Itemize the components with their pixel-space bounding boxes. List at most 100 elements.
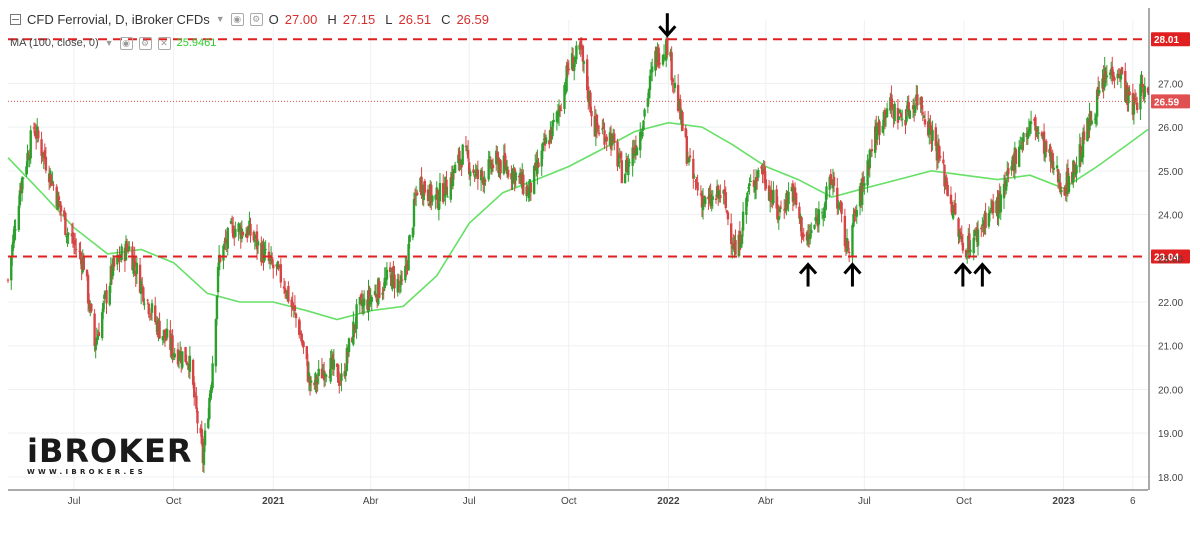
candle-body: [810, 229, 813, 234]
candle-body: [707, 196, 710, 200]
candle-body: [277, 266, 280, 268]
candle-body: [1113, 77, 1116, 81]
candle-body: [761, 169, 764, 175]
candle-body: [548, 140, 551, 145]
candle-body: [957, 218, 960, 237]
y-tick-label: 24.00: [1158, 211, 1183, 222]
candle-body: [56, 192, 60, 210]
price-badge-label: 26.59: [1154, 97, 1179, 108]
candle-body: [555, 111, 559, 123]
candle-body: [574, 57, 577, 63]
candle-body: [710, 198, 713, 207]
candle-body: [1139, 83, 1142, 110]
candle-body: [863, 183, 866, 187]
candle-body: [1058, 179, 1061, 183]
candle-body: [196, 410, 199, 424]
candle-body: [264, 248, 267, 250]
candle-body: [907, 102, 910, 117]
candle-body: [914, 105, 917, 113]
candle-body: [344, 370, 347, 376]
candle-body: [442, 183, 445, 203]
candle-body: [991, 201, 995, 213]
candle-body: [779, 207, 783, 209]
candle-body: [305, 346, 309, 360]
candle-body: [188, 355, 192, 372]
horizontal-lines: 28.01 23.04 26.59: [8, 32, 1190, 264]
candle-body: [582, 61, 586, 64]
candle-body: [999, 194, 1002, 213]
candle-body: [272, 264, 275, 269]
candle-body: [368, 289, 371, 302]
candle-body: [961, 242, 965, 251]
candle-body: [899, 113, 903, 118]
candle-body: [692, 158, 695, 179]
candle-body: [302, 341, 305, 348]
eye-icon[interactable]: ◉: [230, 12, 244, 26]
candle-body: [118, 254, 121, 263]
candle-body: [565, 65, 568, 92]
candle-body: [641, 131, 644, 137]
candle-body: [639, 131, 642, 151]
candle-body: [374, 293, 378, 298]
candle-body: [1026, 130, 1030, 139]
candle-body: [661, 55, 665, 65]
candle-body: [921, 112, 925, 114]
candle-body: [256, 241, 260, 246]
candle-body: [392, 266, 395, 272]
close-icon[interactable]: ✕: [157, 36, 171, 50]
candle-body: [557, 109, 561, 116]
candle-body: [1074, 172, 1077, 175]
chevron-down-icon[interactable]: ▼: [104, 38, 114, 48]
candle-body: [729, 223, 733, 245]
candle-body: [847, 252, 851, 254]
candle-body: [112, 257, 116, 267]
candle-body: [437, 203, 441, 210]
logo-mark: iBROKER: [27, 432, 193, 470]
candle-body: [150, 303, 154, 313]
settings-icon[interactable]: ⚙: [249, 12, 263, 26]
x-tick-label: 2022: [657, 496, 680, 507]
candle-body: [1095, 89, 1099, 117]
x-tick-label: Jul: [68, 496, 81, 507]
candle-body: [90, 303, 93, 312]
candle-body: [158, 320, 161, 339]
candle-body: [586, 59, 589, 91]
symbol-title: CFD Ferrovial, D, iBroker CFDs: [27, 11, 210, 27]
candle-body: [385, 269, 389, 280]
candle-body: [381, 292, 384, 295]
candle-body: [148, 315, 152, 317]
settings-icon[interactable]: ⚙: [138, 36, 152, 50]
candle-body: [253, 240, 257, 242]
open-label: O: [268, 11, 279, 27]
candle-body: [336, 364, 340, 383]
candle-body: [972, 237, 975, 254]
candle-body: [1075, 165, 1078, 174]
candle-body: [597, 132, 601, 135]
chevron-down-icon[interactable]: ▼: [215, 14, 225, 24]
candle-body: [931, 129, 934, 141]
eye-icon[interactable]: ◉: [119, 36, 133, 50]
candle-body: [103, 294, 106, 300]
candle-body: [711, 196, 714, 200]
candle-body: [431, 195, 434, 202]
candle-body: [383, 277, 386, 289]
collapse-icon[interactable]: [10, 13, 21, 25]
candle-body: [566, 62, 569, 72]
candle-body: [747, 187, 750, 189]
y-tick-label: 19.00: [1158, 429, 1183, 440]
price-badge-label: 23.04: [1154, 253, 1179, 264]
candle-body: [959, 232, 962, 235]
candle-body: [1098, 90, 1101, 94]
open-value: 27.00: [284, 11, 318, 27]
candle-body: [339, 382, 342, 384]
candle-body: [255, 231, 259, 250]
candle-body: [620, 160, 624, 184]
candle-body: [1111, 66, 1114, 76]
candle-body: [408, 234, 411, 242]
candle-body: [358, 296, 362, 305]
candle-body: [749, 181, 752, 183]
close-value: 26.59: [456, 11, 489, 27]
candle-body: [1028, 122, 1032, 132]
candle-body: [504, 162, 508, 171]
